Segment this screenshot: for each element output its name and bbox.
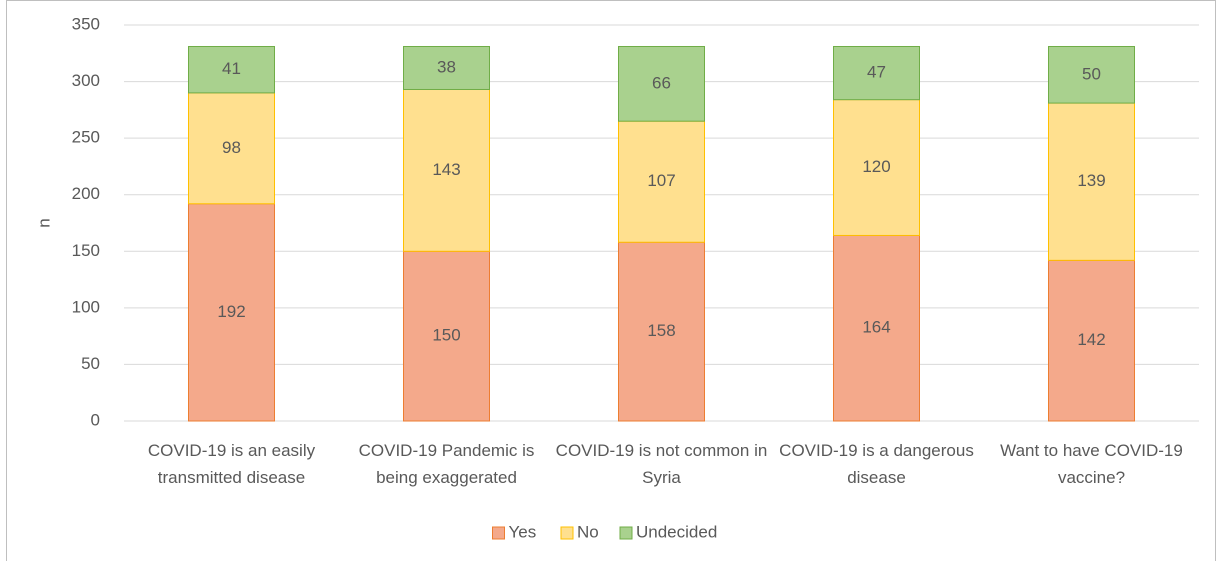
data-label: 192 [217, 302, 245, 321]
bar-segment [833, 234, 920, 422]
data-label: 143 [432, 160, 460, 179]
data-label: 66 [652, 73, 671, 92]
bar-segment [833, 45, 920, 101]
x-tick-label: COVID-19 is an easily transmitted diseas… [147, 441, 316, 487]
frame [6, 0, 1216, 561]
legend-label: Yes [509, 522, 537, 541]
y-tick-label: 0 [91, 410, 100, 429]
bar-segment [403, 88, 490, 252]
data-label: 38 [437, 57, 456, 76]
x-tick-label: COVID-19 Pandemic is being exaggerated [358, 441, 535, 487]
y-tick-label: 150 [72, 241, 100, 260]
data-label: 139 [1077, 171, 1105, 190]
bar-segment [618, 45, 705, 122]
legend-label: Undecided [636, 522, 717, 541]
bar-segment [618, 241, 705, 422]
legend-label: No [577, 522, 599, 541]
data-label: 158 [647, 321, 675, 340]
data-label: 150 [432, 326, 460, 345]
data-label: 164 [862, 318, 890, 337]
y-tick-label: 350 [72, 14, 100, 33]
data-label: 50 [1082, 64, 1101, 83]
legend-swatch [492, 526, 505, 540]
y-tick-label: 200 [72, 184, 100, 203]
data-label: 41 [222, 59, 241, 78]
y-tick-label: 250 [72, 128, 100, 147]
y-tick-label: 50 [81, 354, 100, 373]
data-label: 107 [647, 171, 675, 190]
y-axis-label: n [34, 218, 53, 227]
x-tick-label: Want to have COVID-19 vaccine? [1000, 441, 1183, 487]
legend-swatch [619, 526, 633, 540]
data-label: 98 [222, 138, 241, 157]
x-tick-label: COVID-19 is not common in Syria [555, 441, 768, 487]
bar-segment [188, 92, 275, 205]
bar-segment [1048, 45, 1135, 104]
data-label: 120 [862, 157, 890, 176]
x-tick-label: COVID-19 is a dangerous disease [779, 441, 974, 487]
bar-segment [1048, 102, 1135, 261]
data-label: 47 [867, 63, 886, 82]
legend-swatch [560, 526, 574, 540]
bar-segment [833, 99, 920, 236]
bar-segment [403, 250, 490, 422]
bar-segment [403, 45, 490, 90]
y-tick-label: 100 [72, 297, 100, 316]
bar-segment [188, 45, 275, 94]
y-tick-label: 300 [72, 71, 100, 90]
bar-segment [1048, 259, 1135, 422]
data-label: 142 [1077, 330, 1105, 349]
